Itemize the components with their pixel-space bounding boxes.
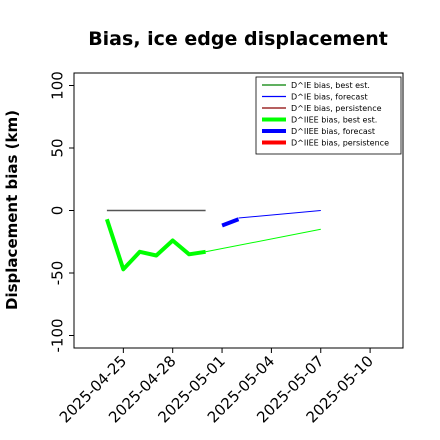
legend-entry: D^IIEE bias, persistence (291, 139, 389, 148)
y-tick-label: -50 (49, 261, 67, 286)
legend-entry: D^IIEE bias, best est. (291, 116, 377, 125)
y-ticks: -100 -50 0 50 100 (49, 71, 74, 353)
y-tick-label: -100 (49, 318, 67, 352)
legend-entry: D^IE bias, persistence (291, 104, 382, 113)
y-axis-label: Displacement bias (km) (3, 110, 21, 310)
data-lines (104, 209, 321, 272)
legend-entry: D^IE bias, best est. (291, 81, 370, 90)
legend-entry: D^IIEE bias, forecast (291, 127, 375, 136)
series-line-3 (104, 218, 206, 272)
series-line-4 (221, 217, 240, 228)
legend: D^IE bias, best est. D^IE bias, forecast D… (255, 76, 402, 155)
legend-entry: D^IE bias, forecast (291, 93, 368, 102)
y-tick-label: 50 (49, 138, 67, 157)
y-tick-label: 0 (49, 206, 67, 216)
x-ticks: 2025-04-252025-04-282025-05-012025-05-04… (56, 348, 377, 426)
series-line-6 (205, 228, 321, 253)
y-tick-label: 100 (49, 71, 67, 100)
chart-title: Bias, ice edge displacement (88, 28, 388, 50)
series-line-1 (238, 210, 321, 219)
